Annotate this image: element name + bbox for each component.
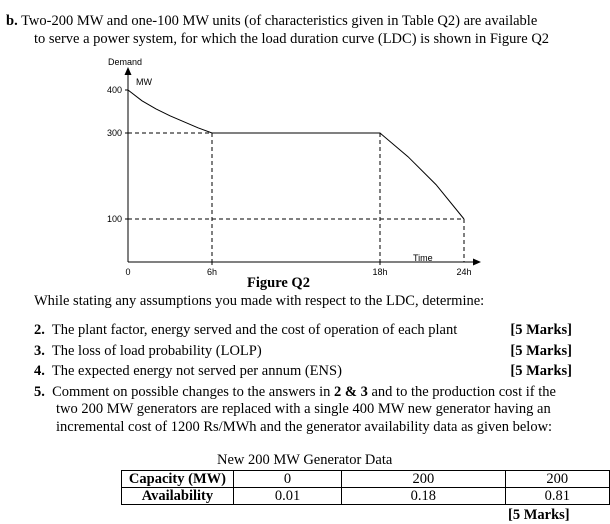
table-row: Availability 0.01 0.18 0.81 — [121, 487, 610, 505]
table-cell: 0.01 — [232, 487, 343, 505]
x-tick-label: 0 — [125, 267, 130, 277]
table-title: New 200 MW Generator Data — [217, 452, 393, 468]
final-marks: [5 Marks] — [508, 507, 570, 523]
question-label: b. — [6, 13, 18, 29]
reference-lines — [128, 132, 465, 262]
y-tick-label: 100 — [107, 214, 122, 224]
item-2-marks: [5 Marks] — [510, 322, 572, 338]
demand-axis-label: Demand — [108, 57, 142, 67]
item-5-line2: two 200 MW generators are replaced with … — [56, 401, 551, 417]
table-cell: 0 — [232, 470, 343, 488]
item-3-marks: [5 Marks] — [510, 343, 572, 359]
item-4-marks: [5 Marks] — [510, 363, 572, 379]
question-header: b. Two-200 MW and one-100 MW units (of c… — [6, 13, 537, 30]
y-axis-arrow — [124, 67, 132, 75]
generator-data-table: Capacity (MW) 0 200 200 Availability 0.0… — [121, 470, 610, 505]
item-5-ref-2: 2 — [334, 384, 342, 400]
question-line1: Two-200 MW and one-100 MW units (of char… — [21, 13, 538, 29]
item-2-number: 2. — [34, 322, 45, 338]
table-row: Capacity (MW) 0 200 200 — [121, 470, 610, 488]
item-5-number: 5. — [34, 384, 45, 400]
item-4-text: The expected energy not served per annum… — [51, 363, 342, 379]
item-5-line3: incremental cost of 1200 Rs/MWh and the … — [56, 419, 553, 435]
y-tick-label: 400 — [107, 85, 122, 95]
item-2-text: The plant factor, energy served and the … — [51, 322, 458, 338]
table-cell: 200 — [341, 470, 506, 488]
item-4: 4. The expected energy not served per an… — [34, 363, 342, 380]
item-3-text: The loss of load probability (LOLP) — [51, 343, 262, 359]
item-5-text-cont: and to the production cost if the — [367, 384, 556, 400]
x-tick-labels: 0 6h 18h 24h — [125, 267, 471, 277]
x-tick-label: 6h — [207, 267, 217, 277]
figure-caption: Figure Q2 — [247, 275, 310, 291]
table-header-availability: Availability — [121, 487, 234, 505]
item-5-ref-3: 3 — [360, 384, 368, 400]
table-cell: 0.81 — [504, 487, 610, 505]
mw-axis-label: MW — [136, 77, 152, 87]
x-tick-label: 24h — [456, 267, 471, 277]
item-5-text: Comment on possible changes to the answe… — [52, 384, 331, 400]
table-header-capacity: Capacity (MW) — [121, 470, 234, 488]
x-axis-arrow — [473, 258, 481, 266]
table-cell: 0.18 — [341, 487, 506, 505]
question-line2: to serve a power system, for which the l… — [34, 31, 550, 47]
y-tick-labels: 400 300 100 — [107, 85, 122, 224]
axis-ticks — [125, 89, 381, 265]
item-5-amp: & — [341, 384, 361, 400]
item-3-number: 3. — [34, 343, 45, 359]
time-axis-label: Time — [413, 253, 433, 263]
item-3: 3. The loss of load probability (LOLP) — [34, 343, 262, 360]
x-tick-label: 18h — [372, 267, 387, 277]
instructions: While stating any assumptions you made w… — [34, 293, 485, 309]
load-duration-curve — [127, 89, 465, 220]
table-cell: 200 — [504, 470, 610, 488]
item-4-number: 4. — [34, 363, 45, 379]
item-5: 5. Comment on possible changes to the an… — [34, 384, 556, 401]
item-2: 2. The plant factor, energy served and t… — [34, 322, 457, 339]
load-duration-curve-figure: Demand MW Time 400 300 100 0 6h 18h 24h — [107, 57, 481, 277]
y-tick-label: 300 — [107, 128, 122, 138]
